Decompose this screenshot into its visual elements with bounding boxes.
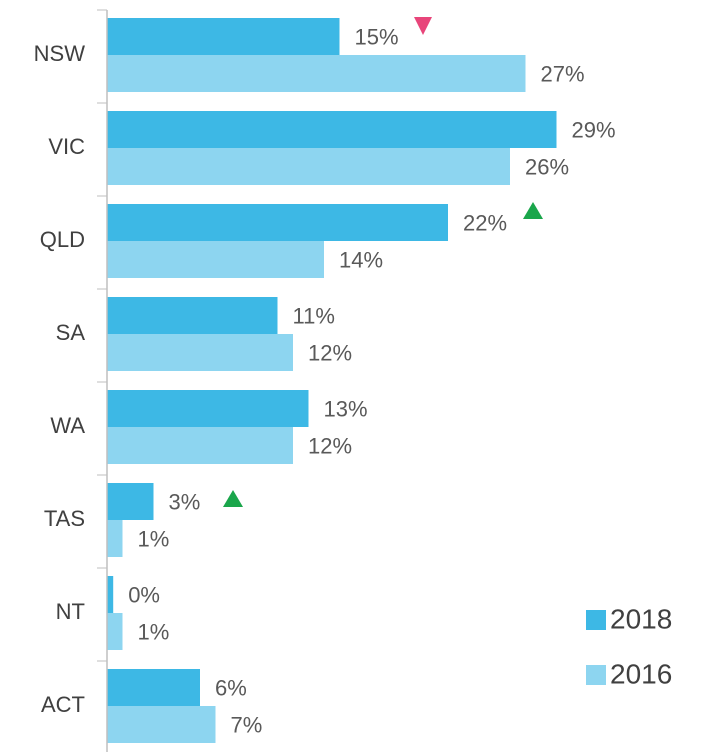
legend-swatch <box>586 610 606 630</box>
value-label: 26% <box>525 154 569 179</box>
bar <box>107 111 557 148</box>
bar <box>107 706 216 743</box>
bar <box>107 55 526 92</box>
value-label: 1% <box>138 526 170 551</box>
bar <box>107 613 123 650</box>
bar <box>107 390 309 427</box>
value-label: 1% <box>138 619 170 644</box>
bar <box>107 427 293 464</box>
category-label: TAS <box>44 506 85 531</box>
value-label: 6% <box>215 675 247 700</box>
value-label: 29% <box>572 117 616 142</box>
value-label: 13% <box>324 396 368 421</box>
bar <box>107 297 278 334</box>
value-label: 27% <box>541 61 585 86</box>
category-label: NT <box>56 599 85 624</box>
category-label: NSW <box>34 41 86 66</box>
indicators <box>223 17 543 507</box>
bar <box>107 204 448 241</box>
value-label: 0% <box>128 582 160 607</box>
value-label: 11% <box>293 303 335 328</box>
bar <box>107 483 154 520</box>
category-label: QLD <box>40 227 85 252</box>
category-label: WA <box>50 413 85 438</box>
bar <box>107 18 340 55</box>
value-label: 14% <box>339 247 383 272</box>
legend-label: 2016 <box>610 658 672 689</box>
bar <box>107 241 324 278</box>
up-indicator <box>523 202 543 219</box>
bar <box>107 576 114 613</box>
value-label: 15% <box>355 24 399 49</box>
value-label: 12% <box>308 433 352 458</box>
bar <box>107 669 200 706</box>
category-label: ACT <box>41 692 85 717</box>
value-label: 3% <box>169 489 201 514</box>
value-label: 22% <box>463 210 507 235</box>
category-label: VIC <box>48 134 85 159</box>
legend-label: 2018 <box>610 603 672 634</box>
bar <box>107 148 510 185</box>
category-label: SA <box>56 320 86 345</box>
value-label: 7% <box>231 712 263 737</box>
up-indicator <box>223 490 243 507</box>
value-label: 12% <box>308 340 352 365</box>
bar <box>107 334 293 371</box>
down-indicator <box>414 17 432 35</box>
legend-swatch <box>586 665 606 685</box>
bar <box>107 520 123 557</box>
